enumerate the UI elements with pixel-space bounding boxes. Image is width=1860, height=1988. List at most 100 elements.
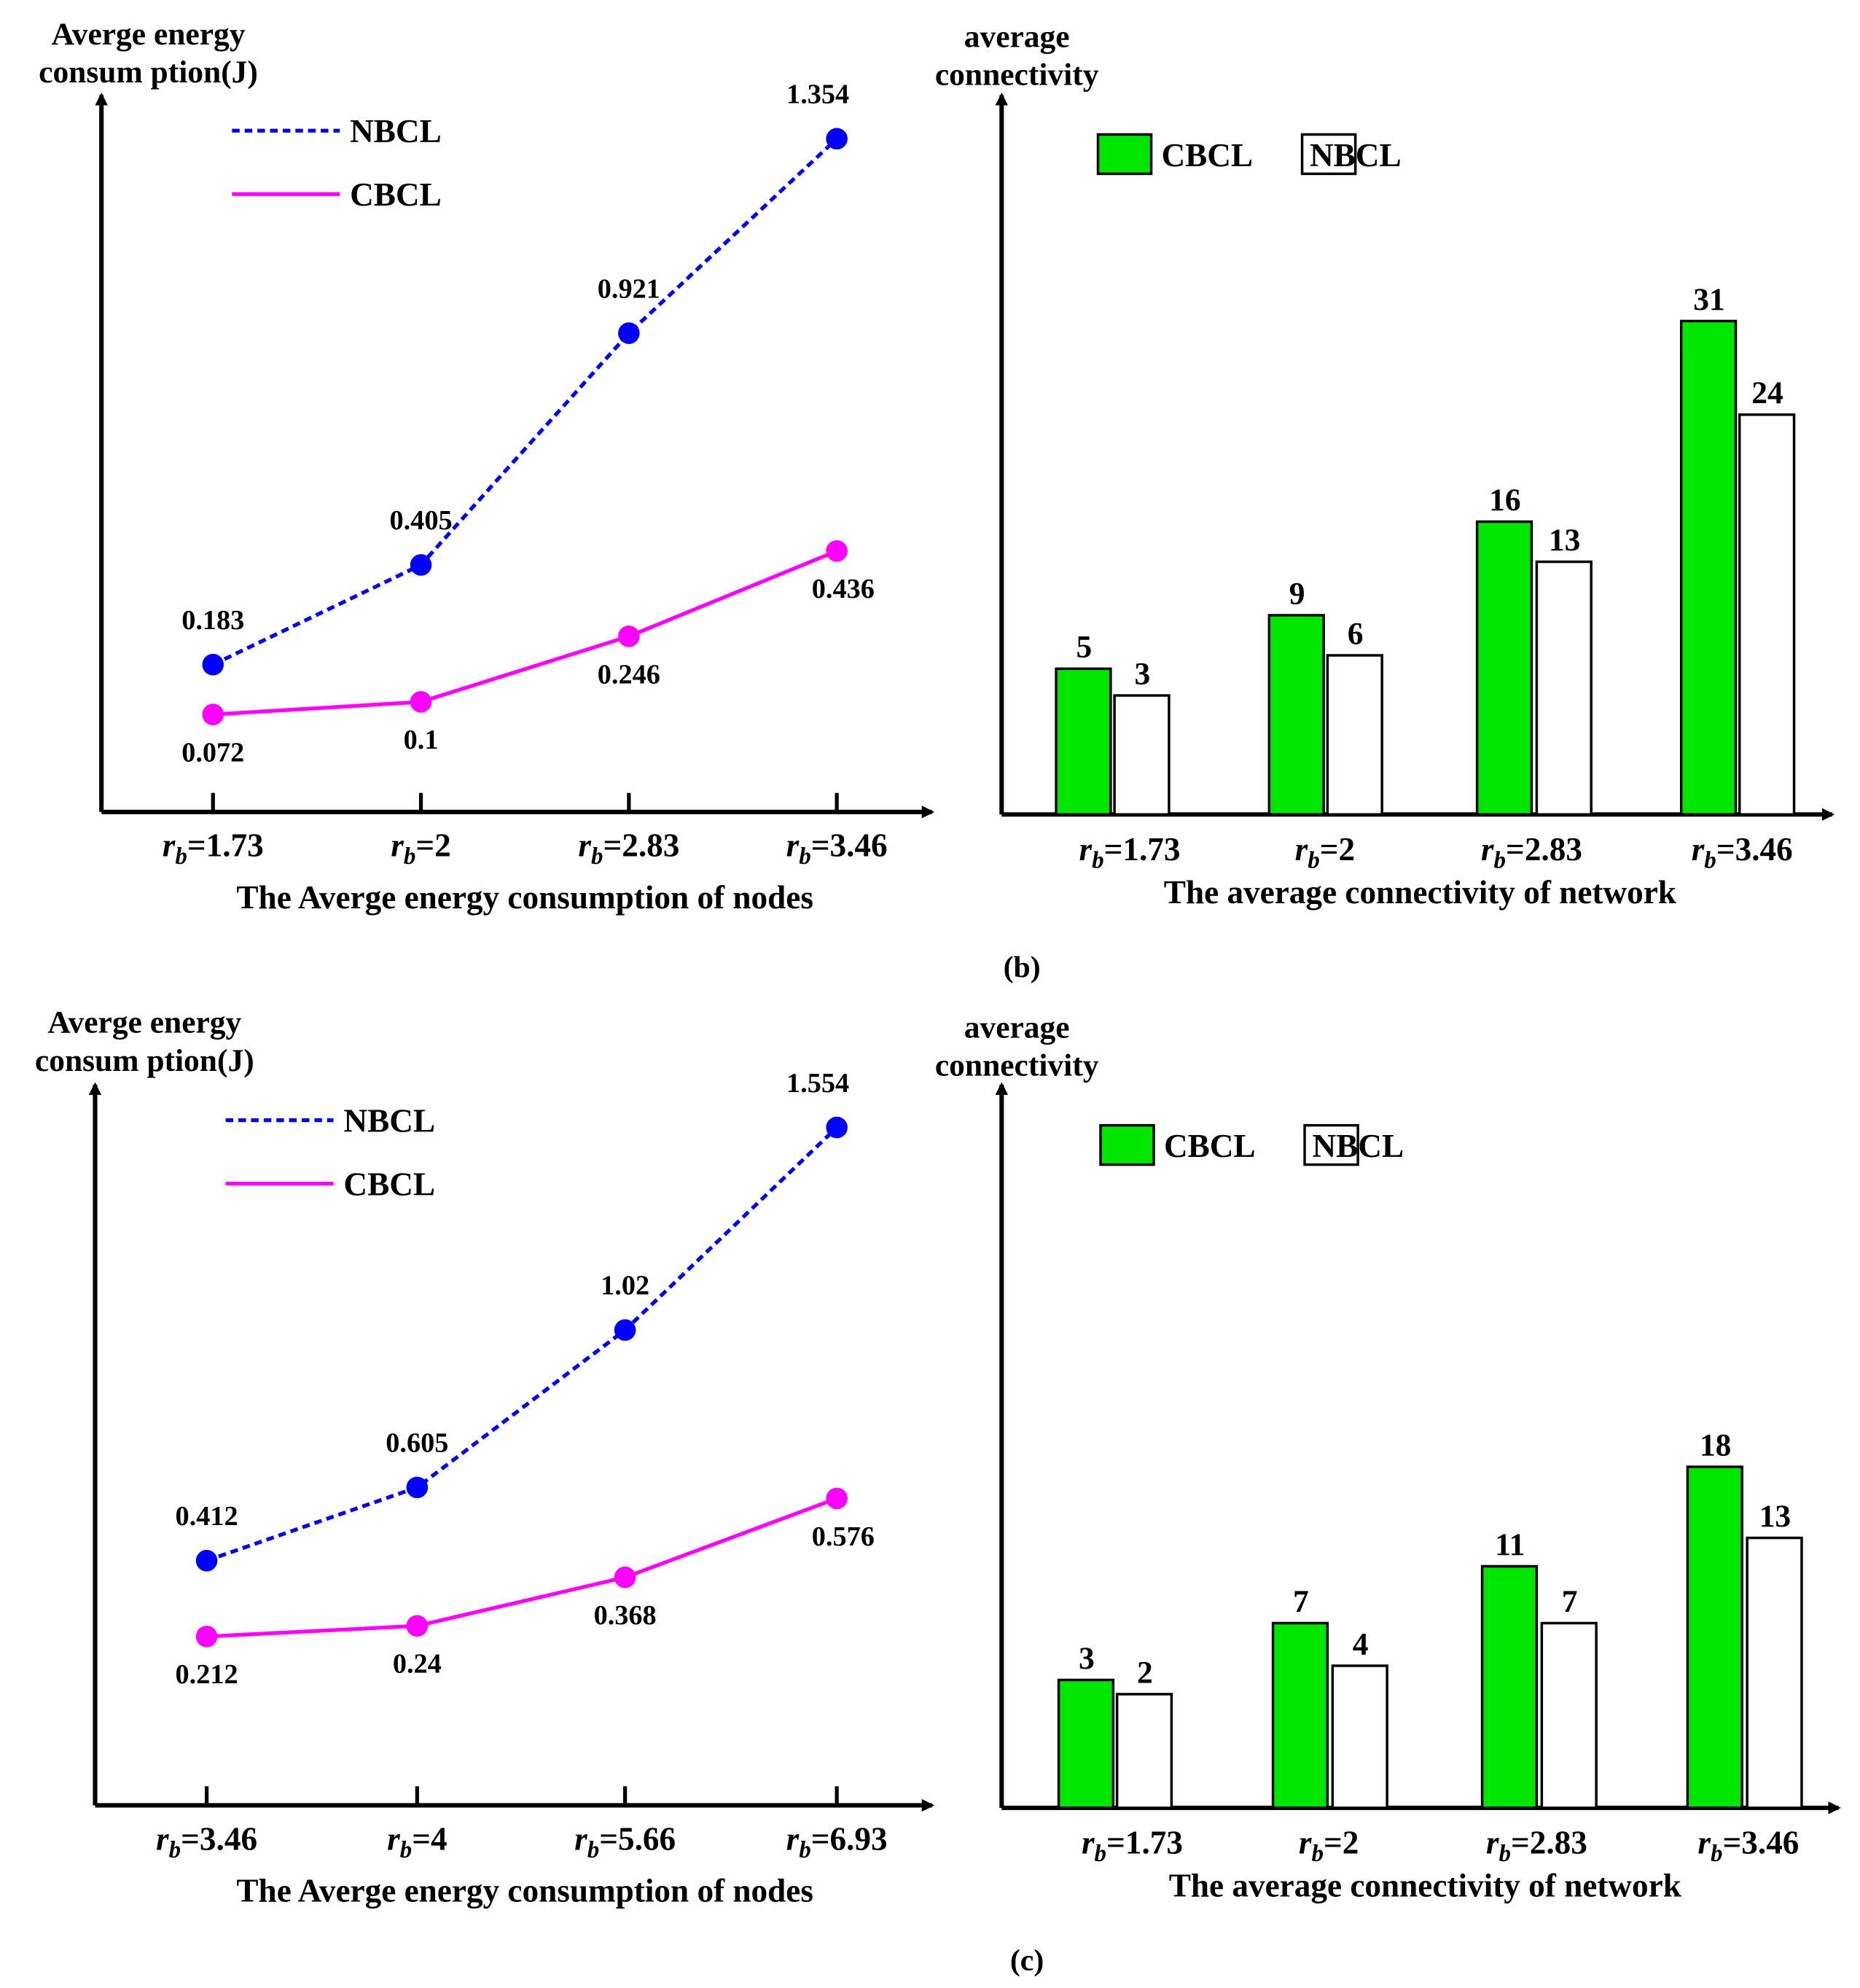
x-tick-label: rb=2.83	[1481, 831, 1582, 873]
bar-cbcl	[1055, 667, 1112, 816]
bar-cbcl	[1057, 1678, 1115, 1809]
data-label: 1.354	[786, 79, 849, 110]
series-line-nbcl	[212, 137, 838, 667]
data-label: 0.368	[594, 1600, 657, 1631]
legend-label-nbcl: NBCL	[1312, 1128, 1404, 1164]
data-point	[826, 128, 848, 150]
bar-nbcl	[1331, 1664, 1388, 1809]
x-tick-label: rb=1.73	[1079, 831, 1180, 873]
data-label: 0.212	[176, 1659, 238, 1690]
x-tick-label: rb=2	[1299, 1825, 1359, 1867]
legend-swatch-cbcl	[1096, 133, 1153, 176]
x-tick-label: rb=3.46	[1697, 1825, 1799, 1867]
data-label: 0.412	[176, 1501, 238, 1532]
x-tick-label: rb=2.83	[578, 827, 679, 870]
legend-label-nbcl: NBCL	[343, 1102, 435, 1139]
legend-label-nbcl: NBCL	[350, 113, 442, 149]
y-axis-label: consum ption(J)	[35, 1043, 254, 1078]
y-axis-label: connectivity	[935, 1048, 1099, 1083]
bar-cbcl	[1271, 1621, 1329, 1809]
data-label: 0.921	[598, 273, 660, 304]
bar-nbcl	[1535, 560, 1593, 816]
x-tick-label: rb=4	[387, 1820, 448, 1863]
legend-swatch-cbcl	[1099, 1123, 1155, 1166]
legend-swatch-nbcl	[1303, 1123, 1359, 1166]
data-point	[202, 653, 224, 676]
data-point	[618, 625, 640, 647]
bar-value-label: 9	[1289, 576, 1305, 611]
bar-nbcl	[1540, 1621, 1598, 1809]
bar-cbcl	[1480, 1564, 1539, 1809]
bar-value-label: 13	[1549, 523, 1580, 558]
bar-nbcl	[1115, 1693, 1173, 1809]
bar-value-label: 7	[1562, 1584, 1578, 1619]
data-point	[826, 540, 848, 562]
legend-label-cbcl: CBCL	[343, 1166, 435, 1202]
x-tick-label: rb=6.93	[786, 1820, 888, 1863]
x-tick-label: rb=3.46	[786, 827, 888, 870]
data-point	[614, 1319, 636, 1341]
y-axis-label: average	[964, 19, 1070, 54]
x-tick-label: rb=1.73	[163, 827, 264, 870]
x-tick-label: rb=2	[1295, 831, 1356, 873]
data-label: 1.554	[786, 1068, 849, 1099]
series-line-cbcl	[206, 1496, 838, 1639]
bar-nbcl	[1326, 654, 1383, 816]
data-point	[406, 1615, 429, 1637]
bar-value-label: 6	[1348, 616, 1364, 651]
data-label: 0.1	[404, 725, 439, 755]
data-point	[202, 703, 224, 725]
bar-nbcl	[1113, 694, 1171, 816]
bar-value-label: 11	[1495, 1527, 1525, 1562]
legend-label-nbcl: NBCL	[1310, 137, 1402, 174]
data-point	[406, 1476, 429, 1499]
legend-label-cbcl: CBCL	[350, 176, 442, 213]
data-point	[614, 1566, 636, 1589]
data-point	[410, 554, 432, 576]
bar-cbcl	[1267, 614, 1325, 816]
data-label: 0.605	[386, 1428, 448, 1459]
bar-cbcl	[1679, 319, 1738, 816]
data-point	[618, 322, 640, 344]
caption-c: (c)	[1010, 1944, 1044, 1978]
bar-value-label: 13	[1759, 1499, 1791, 1534]
x-tick-label: rb=3.46	[156, 1820, 257, 1863]
legend-label-cbcl: CBCL	[1164, 1128, 1256, 1164]
caption-b: (b)	[1004, 951, 1041, 984]
bar-value-label: 5	[1076, 630, 1092, 665]
bar-cbcl	[1475, 520, 1533, 816]
bar-nbcl	[1746, 1536, 1803, 1809]
bar-chart-2: average connectivity The average connectiv…	[935, 19, 1835, 911]
bar-value-label: 3	[1079, 1641, 1095, 1676]
y-axis-label: average	[964, 1010, 1070, 1045]
data-label: 1.02	[601, 1271, 649, 1301]
data-point	[410, 691, 432, 713]
series-line-cbcl	[213, 549, 838, 717]
legend-label-cbcl: CBCL	[1161, 137, 1253, 174]
x-tick-label: rb=2.83	[1486, 1825, 1587, 1867]
y-axis-label: Averge energy	[52, 17, 246, 52]
x-tick-label: rb=3.46	[1692, 831, 1793, 873]
x-tick-label: rb=2	[391, 827, 451, 870]
data-point	[195, 1549, 218, 1572]
data-label: 0.246	[598, 659, 660, 690]
data-point	[195, 1626, 218, 1648]
bar-value-label: 3	[1135, 656, 1151, 691]
bar-value-label: 31	[1693, 282, 1724, 317]
bar-value-label: 7	[1293, 1584, 1309, 1619]
bar-nbcl	[1738, 413, 1796, 816]
data-label: 0.576	[812, 1521, 875, 1552]
x-tick-label: rb=5.66	[574, 1820, 676, 1863]
data-point	[826, 1487, 848, 1510]
x-axis-label: The average connectivity of network	[1164, 874, 1677, 911]
legend-swatch-nbcl	[1300, 133, 1357, 176]
bar-value-label: 2	[1137, 1655, 1153, 1690]
bar-cbcl	[1686, 1465, 1743, 1809]
series-line-nbcl	[206, 1126, 838, 1563]
x-axis-label: The Averge energy consumption of nodes	[236, 1873, 813, 1909]
x-axis-label: The Averge energy consumption of nodes	[236, 879, 813, 916]
data-point	[826, 1116, 848, 1139]
